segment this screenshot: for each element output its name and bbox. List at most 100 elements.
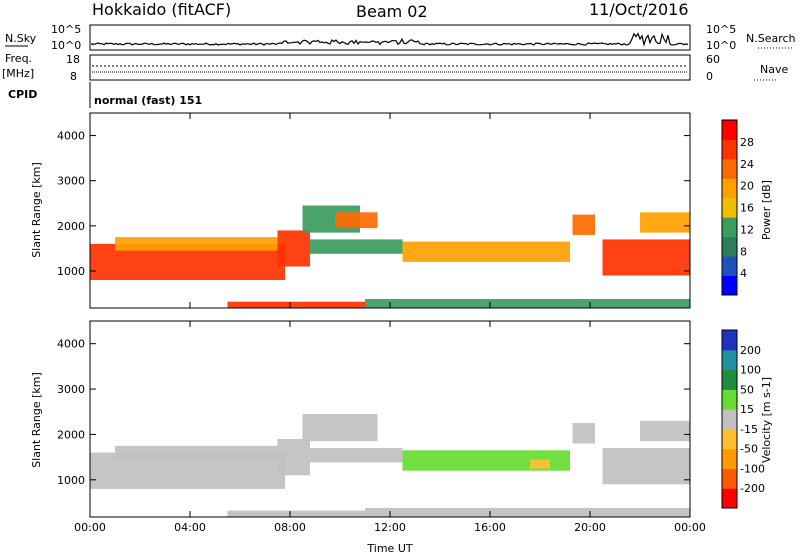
power-colorbar-frame	[721, 119, 738, 296]
x-tick-label: 12:00	[374, 521, 406, 534]
power-colorbar-tick: 4	[740, 267, 747, 280]
power-colorbar-swatch	[722, 197, 737, 218]
power-region	[335, 212, 378, 229]
power-colorbar-tick: 24	[740, 158, 754, 171]
cpid-text: normal (fast) 151	[94, 94, 202, 107]
nsky-tick-bottom: 10^0	[51, 39, 81, 52]
velocity-region	[602, 448, 690, 485]
velocity-colorbar-label: Velocity [m s-1]	[760, 377, 773, 463]
power-heatmap	[90, 205, 690, 308]
velocity-colorbar-swatches: -200 -100 -50 -15 15 50 100 200	[721, 329, 765, 509]
power-region	[277, 230, 310, 267]
velocity-colorbar-swatch	[722, 428, 737, 450]
velocity-colorbar-swatch	[722, 330, 737, 351]
velocity-colorbar-swatch	[722, 409, 737, 430]
power-colorbar-swatch	[722, 178, 737, 199]
velocity-region	[572, 423, 595, 444]
x-axis-label: Time UT	[366, 542, 412, 554]
x-tick-label: 20:00	[574, 521, 606, 534]
nsearch-tick-top: 10^5	[706, 23, 736, 36]
power-colorbar-swatch	[722, 275, 737, 296]
power-axes: 1000 2000 3000 4000	[57, 113, 691, 308]
nave-tick-bottom: 0	[706, 70, 713, 83]
y-tick-label: 1000	[57, 474, 85, 487]
velocity-colorbar-tick: -15	[740, 423, 758, 436]
nsky-trace	[91, 32, 689, 47]
velocity-colorbar-tick: 200	[740, 344, 761, 357]
nsky-label: N.Sky	[5, 32, 37, 45]
velocity-panel: 00:00 04:00 08:00 12:00 16:00 20:00 00:00 1000 2…	[30, 320, 706, 534]
power-region	[310, 239, 403, 254]
velocity-colorbar-tick: 50	[740, 383, 754, 396]
velocity-colorbar-tick: -200	[740, 482, 765, 495]
velocity-region	[310, 448, 403, 463]
nsky-line	[91, 32, 689, 47]
y-tick-label: 3000	[57, 383, 85, 396]
power-colorbar-swatches: 4 8 12 16 20 24 28	[721, 119, 754, 296]
freq-label-top: Freq.	[5, 52, 32, 65]
power-colorbar-swatch	[722, 217, 737, 238]
velocity-colorbar-swatch	[722, 389, 737, 410]
velocity-colorbar-tick: 100	[740, 364, 761, 377]
power-region	[640, 212, 690, 233]
cpid-label: CPID	[8, 88, 37, 101]
power-panel: 1000 2000 3000 4000 Slant Range [km]	[30, 112, 691, 309]
velocity-region	[365, 507, 690, 517]
power-region	[572, 214, 595, 235]
velocity-region	[277, 439, 310, 476]
freq-tick-bottom: 8	[70, 70, 77, 83]
power-colorbar-tick: 28	[740, 136, 754, 149]
velocity-colorbar-swatch	[722, 349, 737, 371]
power-colorbar-tick: 16	[740, 202, 754, 215]
velocity-region	[402, 450, 570, 471]
nsearch-tick-bottom: 10^0	[706, 39, 736, 52]
velocity-colorbar-tick: 15	[740, 403, 754, 416]
x-tick-label: 04:00	[174, 521, 206, 534]
x-tick-label: 08:00	[274, 521, 306, 534]
power-colorbar-tick: 20	[740, 180, 754, 193]
nsky-tick-top: 10^5	[51, 23, 81, 36]
velocity-colorbar-swatch	[722, 448, 737, 469]
power-colorbar-swatch	[722, 120, 737, 140]
power-colorbar-swatch	[722, 236, 737, 257]
nsky-panel	[89, 24, 691, 51]
power-colorbar-swatch	[722, 139, 737, 160]
y-tick-label: 1000	[57, 265, 85, 278]
freq-panel	[89, 54, 691, 81]
power-region	[227, 301, 365, 308]
power-colorbar-swatch	[722, 256, 737, 276]
station-title: Hokkaido (fitACF)	[92, 0, 231, 19]
power-colorbar-label: Power [dB]	[760, 180, 773, 240]
velocity-colorbar-frame	[721, 329, 738, 509]
beam-title: Beam 02	[356, 2, 428, 21]
power-region	[602, 239, 690, 276]
power-colorbar-tick: 8	[740, 245, 747, 258]
velocity-heatmap	[90, 414, 690, 517]
power-region	[115, 237, 278, 251]
nsearch-label: N.Search	[746, 32, 796, 45]
power-colorbar-swatch	[722, 158, 737, 179]
y-tick-label: 4000	[57, 338, 85, 351]
velocity-colorbar-swatch	[722, 369, 737, 390]
power-colorbar: 4 8 12 16 20 24 28 Power [dB]	[721, 119, 773, 296]
y-tick-label: 2000	[57, 428, 85, 441]
x-tick-label: 16:00	[474, 521, 506, 534]
x-tick-label: 00:00	[674, 521, 706, 534]
velocity-colorbar-tick: -50	[740, 443, 758, 456]
x-tick-label: 00:00	[74, 521, 106, 534]
velocity-region	[302, 414, 378, 442]
velocity-region	[115, 445, 278, 460]
velocity-colorbar-swatch	[722, 488, 737, 509]
power-region	[365, 299, 690, 308]
date-title: 11/Oct/2016	[589, 0, 689, 19]
velocity-ylabel: Slant Range [km]	[30, 372, 43, 468]
y-tick-label: 3000	[57, 175, 85, 188]
velocity-region	[227, 510, 365, 517]
power-region	[402, 241, 570, 262]
velocity-region	[640, 420, 690, 442]
velocity-axes: 00:00 04:00 08:00 12:00 16:00 20:00 00:00 1000 2…	[57, 321, 706, 534]
nave-label: Nave	[760, 63, 788, 76]
freq-label-bottom: [MHz]	[2, 67, 34, 80]
velocity-region	[530, 459, 550, 469]
